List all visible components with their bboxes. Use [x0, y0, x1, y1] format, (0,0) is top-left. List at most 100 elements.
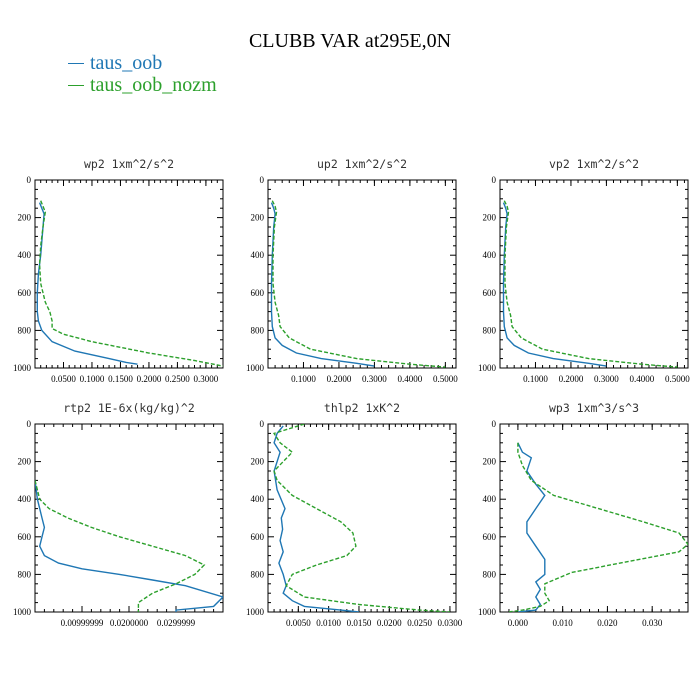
x-tick-label: 0.5000: [433, 374, 458, 384]
y-tick-label: 1000: [246, 363, 265, 373]
y-tick-label: 0: [27, 419, 32, 429]
x-tick-label: 0.1000: [80, 374, 105, 384]
series-line-taus-oob: [502, 202, 607, 367]
x-tick-label: 0.00999999: [61, 618, 104, 628]
y-tick-label: 800: [18, 325, 32, 335]
x-tick-label: 0.3000: [362, 374, 387, 384]
x-tick-label: 0.2000: [137, 374, 162, 384]
x-tick-label: 0.0500: [51, 374, 76, 384]
y-tick-label: 1000: [478, 363, 497, 373]
series-line-taus-oob-nozm: [35, 480, 206, 612]
plot-frame: [267, 179, 457, 369]
y-tick-label: 1000: [478, 607, 497, 617]
chart-panel-0: wp2 1xm^2/s^2 0 200 400 600 800 1000 0.0500 0.10…: [13, 157, 224, 384]
plot-frame: [34, 179, 224, 369]
y-tick-label: 0: [492, 175, 497, 185]
legend-item-taus-oob-nozm: taus_oob_nozm: [68, 74, 217, 97]
series-line-taus-oob-nozm: [38, 200, 223, 367]
y-tick-label: 400: [18, 494, 32, 504]
y-tick-label: 600: [483, 532, 497, 542]
x-tick-label: 0.3000: [594, 374, 619, 384]
panel-title: wp3 1xm^3/s^3: [549, 401, 639, 415]
series-line-taus-oob: [270, 202, 375, 367]
y-tick-label: 800: [251, 325, 265, 335]
legend-label-taus-oob-nozm: taus_oob_nozm: [90, 74, 217, 96]
y-tick-label: 800: [483, 325, 497, 335]
x-tick-label: 0.1000: [523, 374, 548, 384]
series-line-taus-oob: [35, 480, 223, 612]
x-tick-label: 0.020: [597, 618, 618, 628]
y-tick-label: 800: [18, 569, 32, 579]
x-tick-label: 0.0299999: [157, 618, 196, 628]
plot-frame: [499, 179, 689, 369]
panel-title: wp2 1xm^2/s^2: [84, 157, 174, 171]
series-line-taus-oob: [273, 425, 360, 612]
x-tick-label: 0.030: [642, 618, 663, 628]
y-tick-label: 1000: [246, 607, 265, 617]
plot-frame: [499, 423, 689, 613]
series-line-taus-oob-nozm: [271, 200, 446, 368]
y-tick-label: 0: [260, 175, 265, 185]
x-tick-label: 0.010: [553, 618, 574, 628]
y-tick-label: 200: [18, 213, 32, 223]
chart-panel-5: wp3 1xm^3/s^3 0 200 400 600 800 1000 0.000 0.010…: [478, 401, 689, 628]
y-tick-label: 400: [18, 250, 32, 260]
y-tick-label: 1000: [13, 607, 32, 617]
x-tick-label: 0.4000: [398, 374, 423, 384]
x-tick-label: 0.0050: [286, 618, 311, 628]
y-tick-label: 400: [251, 250, 265, 260]
y-tick-label: 800: [251, 569, 265, 579]
x-tick-label: 0.2500: [165, 374, 190, 384]
y-tick-label: 200: [251, 213, 265, 223]
x-tick-label: 0.2000: [559, 374, 584, 384]
x-tick-label: 0.0250: [407, 618, 432, 628]
y-tick-label: 200: [18, 457, 32, 467]
y-tick-label: 0: [260, 419, 265, 429]
y-tick-label: 600: [18, 532, 32, 542]
panel-title: up2 1xm^2/s^2: [317, 157, 407, 171]
figure-title: CLUBB VAR at295E,0N: [248, 30, 452, 52]
x-tick-label: 0.2000: [327, 374, 352, 384]
y-tick-label: 600: [251, 532, 265, 542]
x-tick-label: 0.000: [508, 618, 529, 628]
x-tick-label: 0.3000: [194, 374, 219, 384]
x-tick-label: 0.0100: [316, 618, 341, 628]
legend-swatch-taus-oob-nozm: [68, 85, 84, 86]
chart-panel-2: vp2 1xm^2/s^2 0 200 400 600 800 1000 0.1000 0.20…: [478, 157, 690, 384]
x-tick-label: 0.4000: [630, 374, 655, 384]
y-tick-label: 600: [483, 288, 497, 298]
y-tick-label: 1000: [13, 363, 32, 373]
x-tick-label: 0.5000: [665, 374, 690, 384]
chart-panel-1: up2 1xm^2/s^2 0 200 400 600 800 1000 0.1000 0.20…: [246, 157, 458, 384]
y-tick-label: 600: [18, 288, 32, 298]
plot-frame: [34, 423, 224, 613]
legend-swatch-taus-oob: [68, 63, 84, 64]
y-tick-label: 0: [492, 419, 497, 429]
series-line-taus-oob-nozm: [273, 424, 450, 612]
panel-title: vp2 1xm^2/s^2: [549, 157, 639, 171]
series-line-taus-oob: [517, 442, 546, 612]
y-tick-label: 200: [251, 457, 265, 467]
chart-panel-4: thlp2 1xK^2 0 200 400 600 800 1000 0.0050 0.0100…: [246, 401, 463, 628]
y-tick-label: 200: [483, 213, 497, 223]
panel-title: rtp2 1E-6x(kg/kg)^2: [63, 401, 195, 415]
y-tick-label: 800: [483, 569, 497, 579]
x-tick-label: 0.1000: [291, 374, 316, 384]
y-tick-label: 400: [483, 250, 497, 260]
x-tick-label: 0.0200000: [110, 618, 149, 628]
x-tick-label: 0.0150: [347, 618, 372, 628]
y-tick-label: 0: [27, 175, 32, 185]
x-tick-label: 0.1500: [108, 374, 133, 384]
series-line-taus-oob-nozm: [503, 200, 678, 368]
series-line-taus-oob-nozm: [508, 442, 688, 612]
y-tick-label: 400: [483, 494, 497, 504]
legend-item-taus-oob: taus_oob: [68, 52, 162, 75]
legend-label-taus-oob: taus_oob: [90, 52, 163, 74]
x-tick-label: 0.0300: [438, 618, 463, 628]
y-tick-label: 200: [483, 457, 497, 467]
plot-frame: [267, 423, 457, 613]
x-tick-label: 0.0200: [377, 618, 402, 628]
y-tick-label: 600: [251, 288, 265, 298]
panel-title: thlp2 1xK^2: [324, 401, 400, 415]
